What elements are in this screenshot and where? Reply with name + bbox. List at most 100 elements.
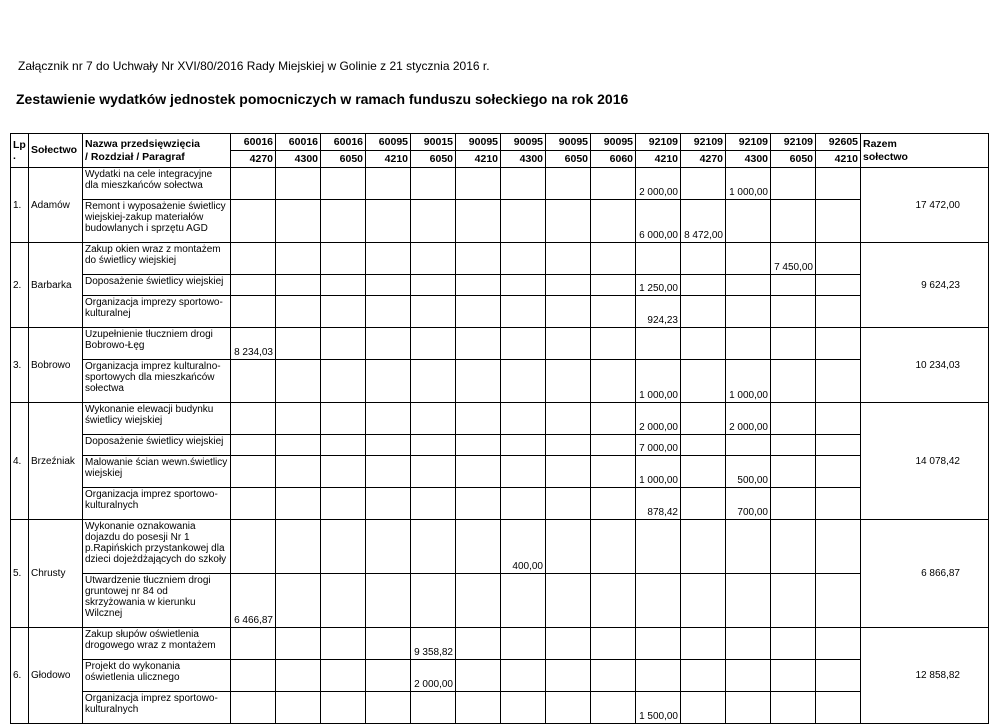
item-value <box>590 627 636 660</box>
item-value <box>500 659 546 692</box>
table-header: Lp. Sołectwo Nazwa przedsięwzięcia / Roz… <box>10 133 989 168</box>
item-value <box>410 167 456 200</box>
col-header-paragraf-92109-4300: 4300 <box>725 150 771 168</box>
item-value: 8 472,00 <box>680 199 726 243</box>
col-header-rozdzial-90095-6060: 90095 <box>590 133 636 151</box>
col-header-razem-line2: sołectwo <box>863 150 908 163</box>
item-value <box>275 434 321 456</box>
item-value <box>815 327 861 360</box>
item-value <box>590 295 636 328</box>
item-value <box>365 573 411 628</box>
item-value <box>680 402 726 435</box>
item-value: 924,23 <box>635 295 681 328</box>
item-value <box>770 691 816 724</box>
item-value <box>275 199 321 243</box>
item-value <box>680 167 726 200</box>
item-value <box>320 455 366 488</box>
item-value <box>545 455 591 488</box>
col-header-paragraf-60016-4300: 4300 <box>275 150 321 168</box>
item-value <box>320 487 366 520</box>
item-value <box>545 659 591 692</box>
item-value <box>815 691 861 724</box>
item-value <box>455 487 501 520</box>
table-row: 2. Barbarka Zakup okien wraz z montażem do… <box>10 242 989 328</box>
item-value <box>500 327 546 360</box>
item-value <box>365 487 411 520</box>
item-value <box>590 402 636 435</box>
item-value <box>410 691 456 724</box>
item-value <box>500 295 546 328</box>
row-lp: 5. <box>10 519 29 628</box>
table-row: 6. Głodowo Zakup słupów oświetlenia drogow… <box>10 627 989 724</box>
item-value <box>320 659 366 692</box>
item-value <box>590 573 636 628</box>
item-value <box>410 487 456 520</box>
item-value <box>320 327 366 360</box>
item-value <box>680 359 726 403</box>
item-value <box>815 455 861 488</box>
item-value <box>590 242 636 275</box>
item-value <box>410 327 456 360</box>
item-value <box>455 434 501 456</box>
table-row: 3. Bobrowo Uzupełnienie tłuczniem drogi Bo… <box>10 327 989 403</box>
table-row: 1. Adamów Wydatki na cele integracyjne dla… <box>10 167 989 243</box>
item-value <box>365 199 411 243</box>
item-value <box>815 402 861 435</box>
col-header-name: Nazwa przedsięwzięcia / Rozdział / Parag… <box>82 133 231 168</box>
item-value <box>545 274 591 296</box>
item-value <box>365 167 411 200</box>
item-value <box>770 659 816 692</box>
col-header-rozdzial-92109-6050: 92109 <box>770 133 816 151</box>
item-value <box>545 295 591 328</box>
item-value <box>365 359 411 403</box>
col-header-rozdzial-60095-4210: 60095 <box>365 133 411 151</box>
item-value <box>815 199 861 243</box>
item-value <box>815 295 861 328</box>
col-header-rozdzial-60016-4300: 60016 <box>275 133 321 151</box>
item-name: Organizacja imprezy sportowo-kulturalnej <box>82 295 231 328</box>
item-value: 700,00 <box>725 487 771 520</box>
item-value <box>230 359 276 403</box>
item-value <box>680 519 726 574</box>
item-value <box>725 295 771 328</box>
item-value <box>275 327 321 360</box>
item-value: 2 000,00 <box>410 659 456 692</box>
item-value <box>410 242 456 275</box>
item-value <box>500 199 546 243</box>
item-value <box>320 359 366 403</box>
row-razem: 10 234,03 <box>860 327 989 403</box>
table-row: Organizacja imprez sportowo-kulturalnych… <box>11 487 989 520</box>
item-value <box>230 455 276 488</box>
item-value <box>545 199 591 243</box>
item-value: 1 000,00 <box>635 359 681 403</box>
item-value <box>275 659 321 692</box>
item-value <box>770 402 816 435</box>
item-value <box>590 659 636 692</box>
item-value <box>545 167 591 200</box>
item-value <box>590 487 636 520</box>
item-value <box>770 627 816 660</box>
item-value <box>680 242 726 275</box>
item-value <box>770 295 816 328</box>
table-row: Doposażenie świetlicy wiejskiej 1 250,00 <box>11 274 989 296</box>
item-value <box>590 455 636 488</box>
col-header-paragraf-90095-6050: 6050 <box>545 150 591 168</box>
item-value <box>230 691 276 724</box>
item-value <box>815 519 861 574</box>
item-value <box>410 573 456 628</box>
item-name: Uzupełnienie tłuczniem drogi Bobrowo-Łęg <box>82 327 231 360</box>
item-value <box>680 295 726 328</box>
col-header-rozdzial-92605-4210: 92605 <box>815 133 861 151</box>
item-value <box>230 627 276 660</box>
item-value <box>320 519 366 574</box>
item-value <box>725 274 771 296</box>
attachment-reference: Załącznik nr 7 do Uchwały Nr XVI/80/2016… <box>18 59 490 73</box>
item-value <box>320 691 366 724</box>
item-value <box>545 242 591 275</box>
item-value <box>590 434 636 456</box>
item-value <box>320 402 366 435</box>
item-value <box>500 242 546 275</box>
item-name: Organizacja imprez kulturalno-sportowych… <box>82 359 231 403</box>
item-value <box>410 455 456 488</box>
item-value <box>545 519 591 574</box>
